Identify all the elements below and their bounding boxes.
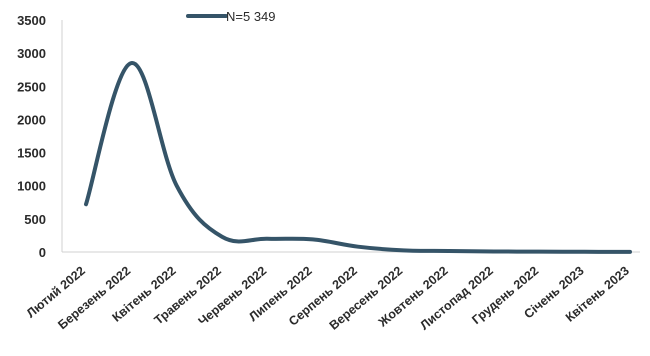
data-point (492, 249, 496, 253)
y-tick-label: 3500 (17, 13, 46, 28)
data-point (583, 250, 587, 254)
y-tick-label: 1500 (17, 146, 46, 161)
data-point (447, 249, 451, 253)
y-tick-label: 2000 (17, 112, 46, 127)
y-tick-label: 3000 (17, 46, 46, 61)
data-point (175, 184, 179, 188)
y-tick-label: 2500 (17, 79, 46, 94)
series-group (84, 61, 632, 254)
series-line (84, 61, 632, 254)
axes (61, 20, 640, 253)
data-point (537, 250, 541, 254)
legend-label: N=5 349 (226, 9, 276, 24)
y-tick-label: 500 (24, 212, 46, 227)
data-point (628, 250, 632, 254)
data-point (311, 237, 315, 241)
data-point (401, 248, 405, 252)
y-tick-label: 1000 (17, 179, 46, 194)
y-tick-label: 0 (39, 245, 46, 260)
data-point (356, 245, 360, 249)
legend: N=5 349 (186, 9, 276, 24)
data-point (265, 237, 269, 241)
data-point (220, 235, 224, 239)
data-point (84, 202, 88, 206)
data-point (129, 61, 133, 65)
y-axis-ticks: 0 500 1000 1500 2000 2500 3000 3500 (17, 13, 46, 260)
